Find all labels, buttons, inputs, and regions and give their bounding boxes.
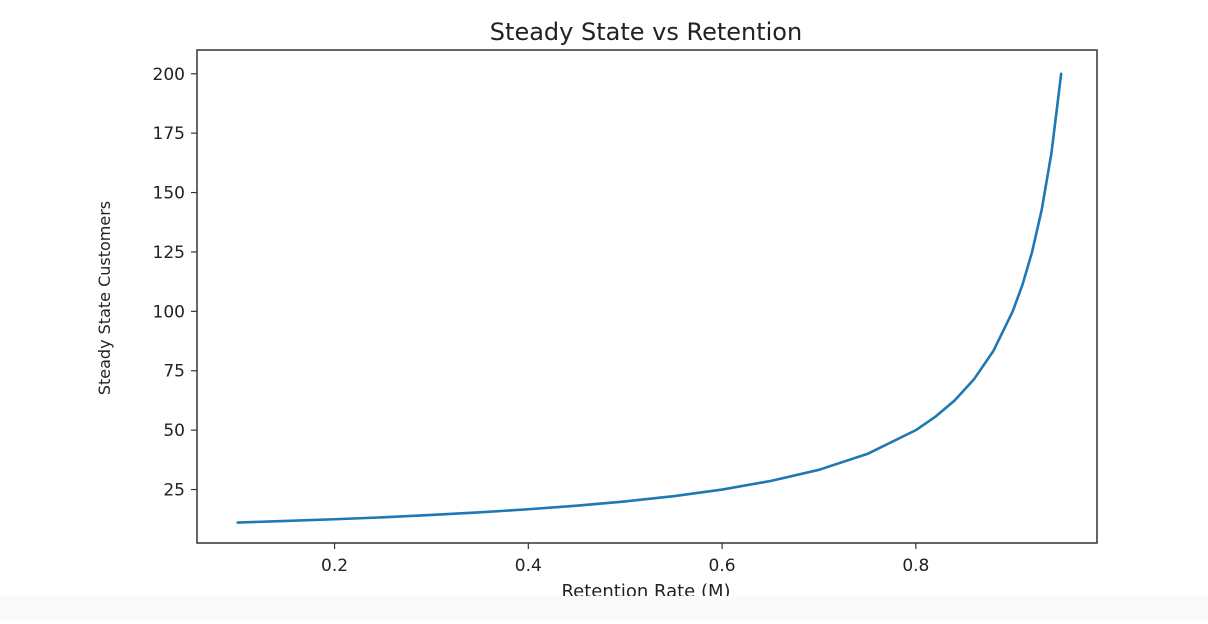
y-tick-label: 75 [163,362,185,382]
y-tick-label: 200 [153,65,185,85]
y-tick-label: 125 [153,243,185,263]
chart-title: Steady State vs Retention [490,18,802,46]
bottom-strip [0,596,1208,620]
y-tick-label: 100 [153,302,185,322]
plot-area [197,50,1097,543]
y-axis-label: Steady State Customers [95,201,114,395]
x-tick-label: 0.4 [515,556,542,576]
y-tick-label: 175 [153,124,185,144]
plot-border [196,49,1098,544]
x-tick-label: 0.2 [321,556,348,576]
y-tick-label: 150 [153,184,185,204]
series-line [236,72,1063,524]
x-tick-label: 0.8 [902,556,929,576]
y-tick-label: 50 [163,421,185,441]
y-tick-label: 25 [163,481,185,501]
y-axis-ticks: 25 50 75 100 125 150 175 200 [153,65,197,501]
x-axis-ticks: 0.2 0.4 0.6 0.8 [321,543,929,576]
x-tick-label: 0.6 [709,556,736,576]
